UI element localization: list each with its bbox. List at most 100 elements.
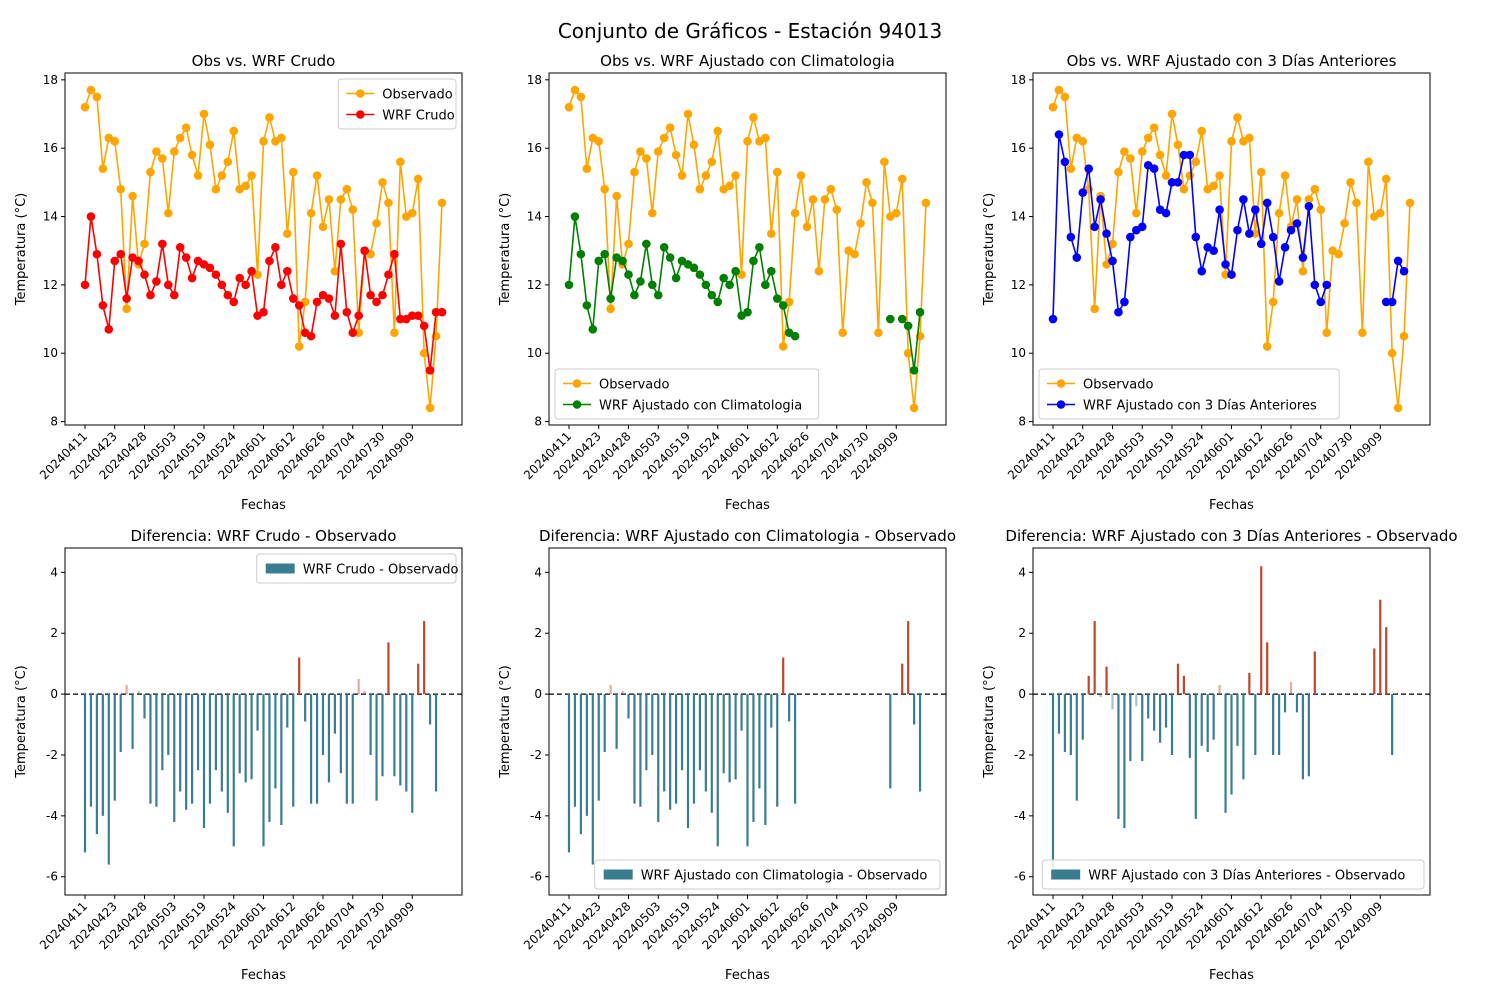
point-50 (1346, 178, 1355, 187)
legend: Observado WRF Crudo (337, 78, 457, 130)
subplot-title: Obs vs. WRF Ajustado con Climatologia (600, 52, 895, 70)
point-38 (790, 331, 800, 341)
point-1 (86, 212, 96, 221)
y-tick-label: 10 (43, 346, 58, 360)
y-tick-label: 10 (1011, 346, 1026, 360)
point-47 (360, 246, 369, 256)
bar-22 (214, 694, 217, 771)
point-5 (1078, 188, 1088, 197)
point-0 (80, 280, 90, 290)
point-0 (1048, 314, 1058, 324)
y-tick-label: 0 (534, 687, 542, 701)
bar-14 (1135, 694, 1138, 707)
y-tick-label: -4 (530, 809, 542, 823)
bar-21 (1176, 663, 1180, 695)
y-tick-label: 2 (534, 626, 542, 640)
legend-label: WRF Ajustado con Climatologia (599, 399, 802, 414)
point-56 (413, 311, 423, 320)
bar-22 (1182, 675, 1185, 695)
bar-23 (220, 694, 223, 792)
point-34 (767, 229, 776, 238)
bar-29 (740, 694, 743, 731)
point-56 (1381, 297, 1391, 307)
legend-swatch (603, 869, 633, 880)
bar-30 (746, 694, 749, 847)
point-1 (570, 85, 580, 95)
point-43 (336, 239, 346, 249)
point-34 (767, 266, 776, 276)
bar-51 (387, 642, 390, 695)
point-39 (1280, 171, 1290, 180)
series-prev3 (1048, 130, 1409, 324)
bar-43 (1307, 694, 1310, 777)
bar-41 (327, 694, 331, 783)
bar-25 (232, 694, 235, 847)
point-3 (98, 164, 108, 173)
point-11 (630, 167, 639, 177)
bar-54 (889, 694, 892, 789)
point-35 (772, 294, 782, 303)
point-52 (1358, 328, 1367, 338)
y-tick-label: 16 (527, 141, 542, 155)
point-55 (407, 311, 417, 320)
y-axis-label: Temperatura (°C) (14, 193, 29, 306)
point-44 (342, 184, 352, 194)
point-22 (1179, 184, 1189, 194)
bar-16 (663, 694, 666, 792)
point-10 (140, 270, 149, 279)
point-12 (1120, 147, 1129, 156)
point-51 (1352, 198, 1361, 208)
bar-21 (208, 694, 212, 804)
legend-box (554, 368, 820, 420)
point-17 (1149, 164, 1159, 173)
bar-13 (161, 694, 164, 771)
point-58 (909, 403, 919, 413)
point-35 (1256, 167, 1266, 177)
x-axis-label: Fechas (725, 498, 770, 513)
point-7 (122, 304, 131, 314)
bar-3 (585, 694, 588, 816)
bar-59 (434, 694, 438, 792)
bar-24 (1194, 694, 1197, 819)
point-53 (396, 157, 405, 167)
point-39 (1280, 242, 1290, 252)
point-39 (312, 171, 322, 180)
point-40 (1286, 225, 1296, 235)
bar-9 (1105, 666, 1108, 695)
y-axis-label: Temperatura (°C) (14, 665, 29, 778)
bar-9 (137, 691, 140, 695)
point-6 (600, 249, 609, 259)
point-21 (1173, 178, 1183, 187)
bar-33 (764, 694, 767, 825)
point-18 (187, 150, 197, 160)
point-45 (1316, 297, 1326, 307)
point-45 (348, 205, 358, 214)
point-11 (146, 167, 155, 177)
legend-box (594, 859, 941, 890)
point-3 (1066, 232, 1076, 242)
point-18 (671, 150, 681, 160)
point-43 (820, 195, 830, 204)
bar-19 (1164, 694, 1168, 728)
point-4 (104, 325, 114, 334)
point-30 (259, 137, 268, 146)
bar-7 (609, 684, 612, 695)
point-28 (1215, 205, 1224, 214)
point-2 (92, 249, 102, 259)
series-line (84, 216, 442, 371)
bar-49 (375, 694, 378, 801)
point-27 (1209, 181, 1218, 191)
legend-label: WRF Ajustado con Climatologia - Observad… (641, 869, 928, 884)
bar-44 (1313, 651, 1316, 695)
point-41 (324, 294, 334, 303)
point-30 (1227, 137, 1236, 146)
bar-18 (1159, 694, 1162, 743)
bar-16 (1147, 694, 1150, 719)
point-6 (116, 249, 125, 259)
point-36 (778, 342, 788, 351)
point-6 (116, 184, 125, 194)
bar-28 (250, 694, 253, 780)
point-2 (576, 249, 586, 259)
point-23 (701, 280, 711, 290)
bar-16 (179, 694, 182, 792)
